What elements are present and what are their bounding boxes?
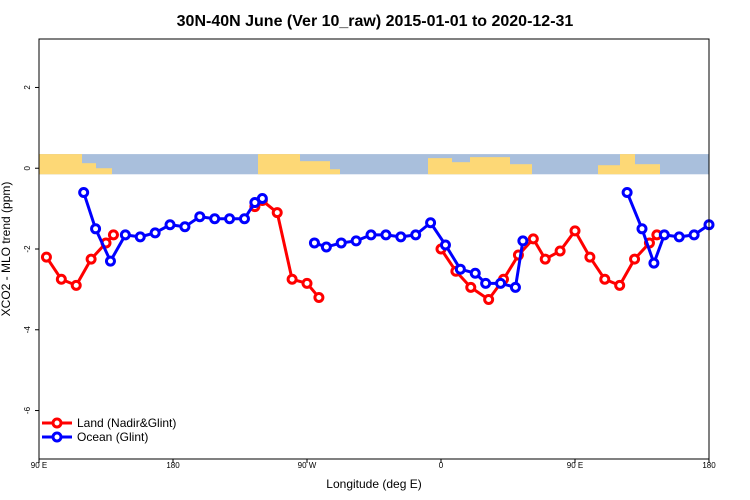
x-axis-label: Longitude (deg E)	[326, 477, 421, 491]
data-point	[648, 257, 660, 269]
data-point	[90, 223, 102, 235]
data-point	[149, 227, 161, 239]
chart-title: 30N-40N June (Ver 10_raw) 2015-01-01 to …	[177, 13, 574, 30]
data-point	[658, 229, 670, 241]
legend-land-marker	[51, 417, 63, 429]
data-point	[410, 229, 422, 241]
data-point	[40, 251, 52, 263]
data-point	[55, 273, 67, 285]
data-point	[308, 237, 320, 249]
legend-ocean-label: Ocean (Glint)	[77, 430, 148, 444]
data-point	[554, 245, 566, 257]
data-point	[629, 253, 641, 265]
map-land	[598, 165, 620, 175]
y-axis: 2 0 -2 -4 -6	[23, 85, 39, 414]
data-point	[614, 279, 626, 291]
data-point	[425, 217, 437, 229]
data-point	[480, 277, 492, 289]
data-point	[636, 223, 648, 235]
data-point	[469, 267, 481, 279]
x-tick-label: 90 W	[298, 461, 317, 470]
data-point	[621, 186, 633, 198]
data-point	[380, 229, 392, 241]
data-point	[313, 291, 325, 303]
x-tick-label: 0	[439, 461, 444, 470]
series-line	[439, 229, 658, 301]
y-tick-label: 0	[23, 165, 32, 170]
map-land	[82, 163, 96, 175]
map-land	[39, 154, 82, 175]
data-point	[509, 281, 521, 293]
x-tick-label: 180	[702, 461, 716, 470]
map-land	[510, 164, 532, 175]
data-point	[224, 213, 236, 225]
map-land	[96, 168, 112, 175]
data-point	[517, 235, 529, 247]
data-point	[539, 253, 551, 265]
map-land	[620, 154, 635, 175]
data-point	[465, 281, 477, 293]
data-point	[286, 273, 298, 285]
data-point	[107, 229, 119, 241]
map-land	[635, 164, 660, 175]
data-point	[599, 273, 611, 285]
map-ocean	[39, 154, 709, 175]
map-land	[452, 162, 470, 175]
y-tick-label: -2	[23, 245, 32, 253]
data-point	[673, 231, 685, 243]
data-point	[271, 207, 283, 219]
x-tick-label: 180	[166, 461, 180, 470]
map-land	[470, 157, 510, 175]
data-point	[179, 221, 191, 233]
x-axis: 90 E 180 90 W 0 90 E 180	[31, 459, 716, 470]
data-point	[164, 219, 176, 231]
data-point	[454, 263, 466, 275]
map-land	[300, 161, 330, 175]
x-tick-label: 90 E	[567, 461, 583, 470]
data-point	[495, 277, 507, 289]
data-point	[104, 255, 116, 267]
data-point	[395, 231, 407, 243]
data-point	[134, 231, 146, 243]
series-layer	[40, 186, 715, 305]
x-tick-label: 90 E	[31, 461, 47, 470]
legend-land-label: Land (Nadir&Glint)	[77, 416, 176, 430]
data-point	[119, 229, 131, 241]
data-point	[584, 251, 596, 263]
data-point	[365, 229, 377, 241]
data-point	[85, 253, 97, 265]
y-tick-label: -6	[23, 406, 32, 414]
data-point	[527, 233, 539, 245]
data-point	[194, 211, 206, 223]
data-point	[439, 239, 451, 251]
data-point	[70, 279, 82, 291]
data-point	[78, 186, 90, 198]
y-axis-label: XCO2 - MLO trend (ppm)	[0, 182, 13, 317]
data-point	[256, 193, 268, 205]
legend-ocean-marker	[51, 431, 63, 443]
data-point	[238, 213, 250, 225]
world-map-band	[39, 154, 709, 175]
map-land	[330, 169, 340, 175]
series-ocean	[78, 186, 715, 293]
data-point	[301, 277, 313, 289]
map-land	[428, 158, 452, 175]
data-point	[483, 293, 495, 305]
y-tick-label: 2	[23, 85, 32, 90]
data-point	[335, 237, 347, 249]
data-point	[569, 225, 581, 237]
y-tick-label: -4	[23, 326, 32, 334]
series-line	[313, 221, 525, 289]
data-point	[688, 229, 700, 241]
legend: Land (Nadir&Glint) Ocean (Glint)	[42, 416, 176, 444]
data-point	[320, 241, 332, 253]
data-point	[209, 213, 221, 225]
map-land	[258, 154, 300, 175]
data-point	[350, 235, 362, 247]
